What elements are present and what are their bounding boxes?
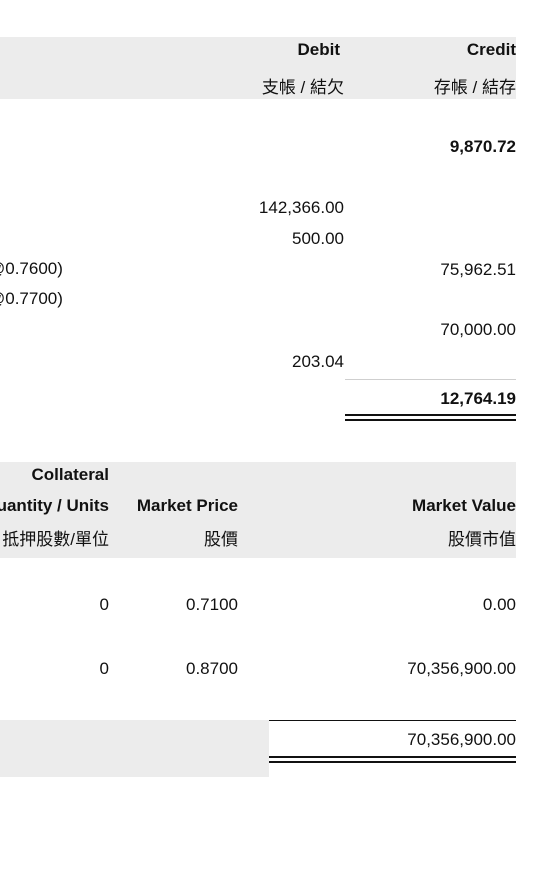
total-double-rule-bottom: [345, 419, 516, 421]
collateral-header: Collateral: [31, 465, 109, 484]
ledger-row-credit: 75,962.51: [440, 260, 516, 279]
total-double-rule-top: [345, 414, 516, 416]
market-value-header: Market Value: [412, 496, 516, 515]
ledger-row-debit: 500.00: [292, 229, 344, 248]
collateral-header-cn: 抵押股數/單位: [2, 530, 109, 549]
holdings-header-band: [0, 462, 516, 558]
subtotal-rule: [345, 379, 516, 380]
closing-balance-credit: 12,764.19: [440, 389, 516, 408]
holdings-total-rule-top: [269, 720, 516, 721]
ledger-row-description: @0.7600): [0, 259, 63, 278]
holding-price: 0.8700: [186, 659, 238, 678]
credit-header: Credit: [466, 40, 516, 59]
debit-header-cn: 支帳 / 結欠: [261, 78, 344, 97]
debit-header: Debit: [297, 40, 341, 59]
ledger-row-credit: 70,000.00: [440, 320, 516, 339]
holdings-total-double-rule-top: [269, 756, 516, 758]
market-price-header-cn: 股價: [204, 530, 238, 549]
holding-quantity: 0: [99, 595, 109, 614]
market-value-header-cn: 股價市值: [448, 530, 516, 549]
ledger-row-debit: 142,366.00: [258, 198, 344, 217]
market-price-header: Market Price: [136, 496, 238, 515]
holding-value: 0.00: [482, 595, 516, 614]
holdings-total-band: [0, 720, 269, 777]
ledger-header-band: [0, 37, 516, 99]
holdings-total-double-rule-bottom: [269, 761, 516, 763]
holding-price: 0.7100: [186, 595, 238, 614]
holding-value: 70,356,900.00: [407, 659, 516, 678]
holding-quantity: 0: [99, 659, 109, 678]
ledger-row-debit: 203.04: [292, 352, 344, 371]
quantity-units-header: Quantity / Units: [0, 496, 109, 515]
credit-header-cn: 存帳 / 結存: [433, 78, 516, 97]
holdings-total-value: 70,356,900.00: [407, 730, 516, 749]
ledger-row-description: @0.7700): [0, 289, 63, 308]
opening-balance-credit: 9,870.72: [449, 137, 516, 156]
